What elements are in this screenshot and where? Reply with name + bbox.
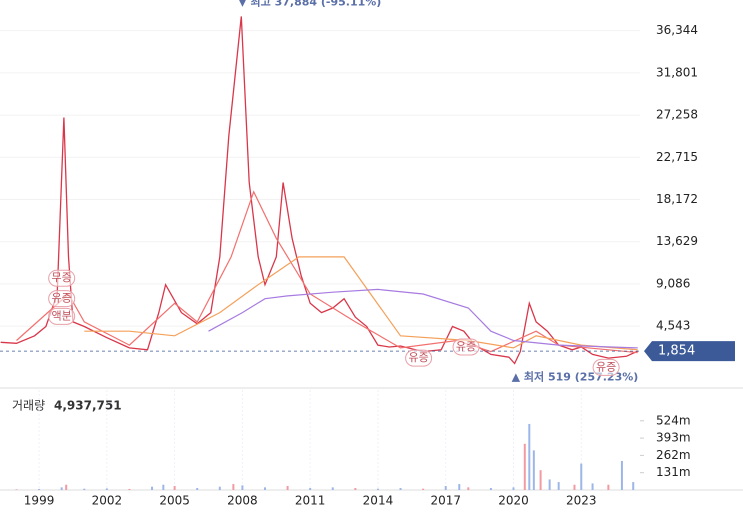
- y-tick-label: 18,172: [656, 192, 698, 206]
- volume-bar: [422, 488, 425, 490]
- volume-bar: [399, 488, 402, 490]
- volume-bar: [60, 487, 63, 490]
- current-price-tag: [644, 341, 735, 362]
- volume-bar: [632, 482, 635, 490]
- moving-average: [16, 190, 638, 354]
- volume-bar: [467, 487, 470, 490]
- volume-bar: [580, 463, 583, 490]
- event-label: 유증: [456, 340, 476, 353]
- moving-average: [84, 256, 638, 351]
- volume-bar: [458, 484, 461, 490]
- x-tick-label: 2008: [227, 494, 258, 508]
- volume-bar: [444, 486, 447, 490]
- volume-bar: [151, 486, 154, 490]
- x-tick-label: 2002: [92, 494, 123, 508]
- event-label: 무증: [52, 271, 72, 284]
- volume-bar: [512, 487, 515, 490]
- volume-bar: [539, 470, 542, 490]
- volume-bar: [331, 487, 334, 490]
- x-tick-label: 2005: [159, 494, 190, 508]
- y-tick-label: 4,543: [656, 319, 690, 333]
- event-marker: [48, 307, 76, 325]
- volume-bar: [218, 486, 221, 490]
- volume-bar: [523, 443, 526, 490]
- high-annotation: ▼ 최고 37,884 (-95.11%): [238, 0, 381, 8]
- volume-tick-label: 393m: [656, 431, 691, 445]
- volume-bar: [65, 484, 68, 490]
- volume-bar: [263, 487, 266, 490]
- volume-bar: [354, 488, 357, 490]
- volume-bar: [591, 483, 594, 490]
- x-tick-label: 2017: [430, 494, 461, 508]
- volume-bar: [162, 484, 165, 490]
- volume-bar: [128, 488, 131, 490]
- event-marker: [48, 269, 76, 287]
- event-label: 유증: [52, 292, 72, 305]
- x-tick-label: 2011: [295, 494, 326, 508]
- event-marker: [452, 338, 480, 356]
- volume-bar: [38, 488, 41, 490]
- event-marker: [592, 358, 620, 376]
- event-marker: [405, 349, 433, 367]
- volume-bar: [548, 479, 551, 490]
- volume-bar: [620, 460, 623, 490]
- volume-bar: [532, 450, 535, 490]
- x-tick-label: 2023: [566, 494, 597, 508]
- volume-bar: [83, 488, 86, 490]
- event-marker: [48, 290, 76, 308]
- volume-tick-label: 131m: [656, 465, 691, 479]
- volume-bar: [528, 423, 531, 490]
- low-annotation: ▲ 최저 519 (257.23%): [512, 370, 639, 384]
- y-tick-label: 36,344: [656, 23, 698, 37]
- volume-total: 4,937,751: [54, 399, 122, 413]
- volume-bar: [196, 488, 199, 490]
- y-tick-label: 27,258: [656, 108, 698, 122]
- y-tick-label: 22,715: [656, 150, 698, 164]
- volume-bar: [573, 484, 576, 490]
- volume-tick-label: 524m: [656, 413, 691, 427]
- volume-bar: [557, 482, 560, 490]
- event-label: 유증: [408, 351, 428, 364]
- x-tick-label: 1999: [24, 494, 55, 508]
- y-tick-label: 9,086: [656, 276, 690, 290]
- volume-bar: [173, 486, 176, 490]
- volume-bar: [15, 489, 18, 490]
- volume-bar: [376, 488, 379, 490]
- x-tick-label: 2014: [363, 494, 394, 508]
- y-tick-label: 31,801: [656, 65, 698, 79]
- volume-bar: [286, 486, 289, 490]
- y-tick-label: 13,629: [656, 234, 698, 248]
- volume-bar: [105, 488, 108, 490]
- volume-bar: [309, 488, 312, 490]
- volume-bar: [232, 484, 235, 490]
- volume-bar: [241, 485, 244, 490]
- current-price-label: 1,854: [658, 344, 695, 359]
- volume-label: 거래량: [12, 399, 45, 413]
- volume-bar: [489, 488, 492, 490]
- event-label: 유증: [596, 360, 616, 373]
- x-tick-label: 2020: [498, 494, 529, 508]
- event-label: 액분: [52, 309, 72, 322]
- price-line: [0, 16, 638, 365]
- moving-average: [208, 288, 638, 349]
- volume-tick-label: 262m: [656, 448, 691, 462]
- volume-bar: [607, 484, 610, 490]
